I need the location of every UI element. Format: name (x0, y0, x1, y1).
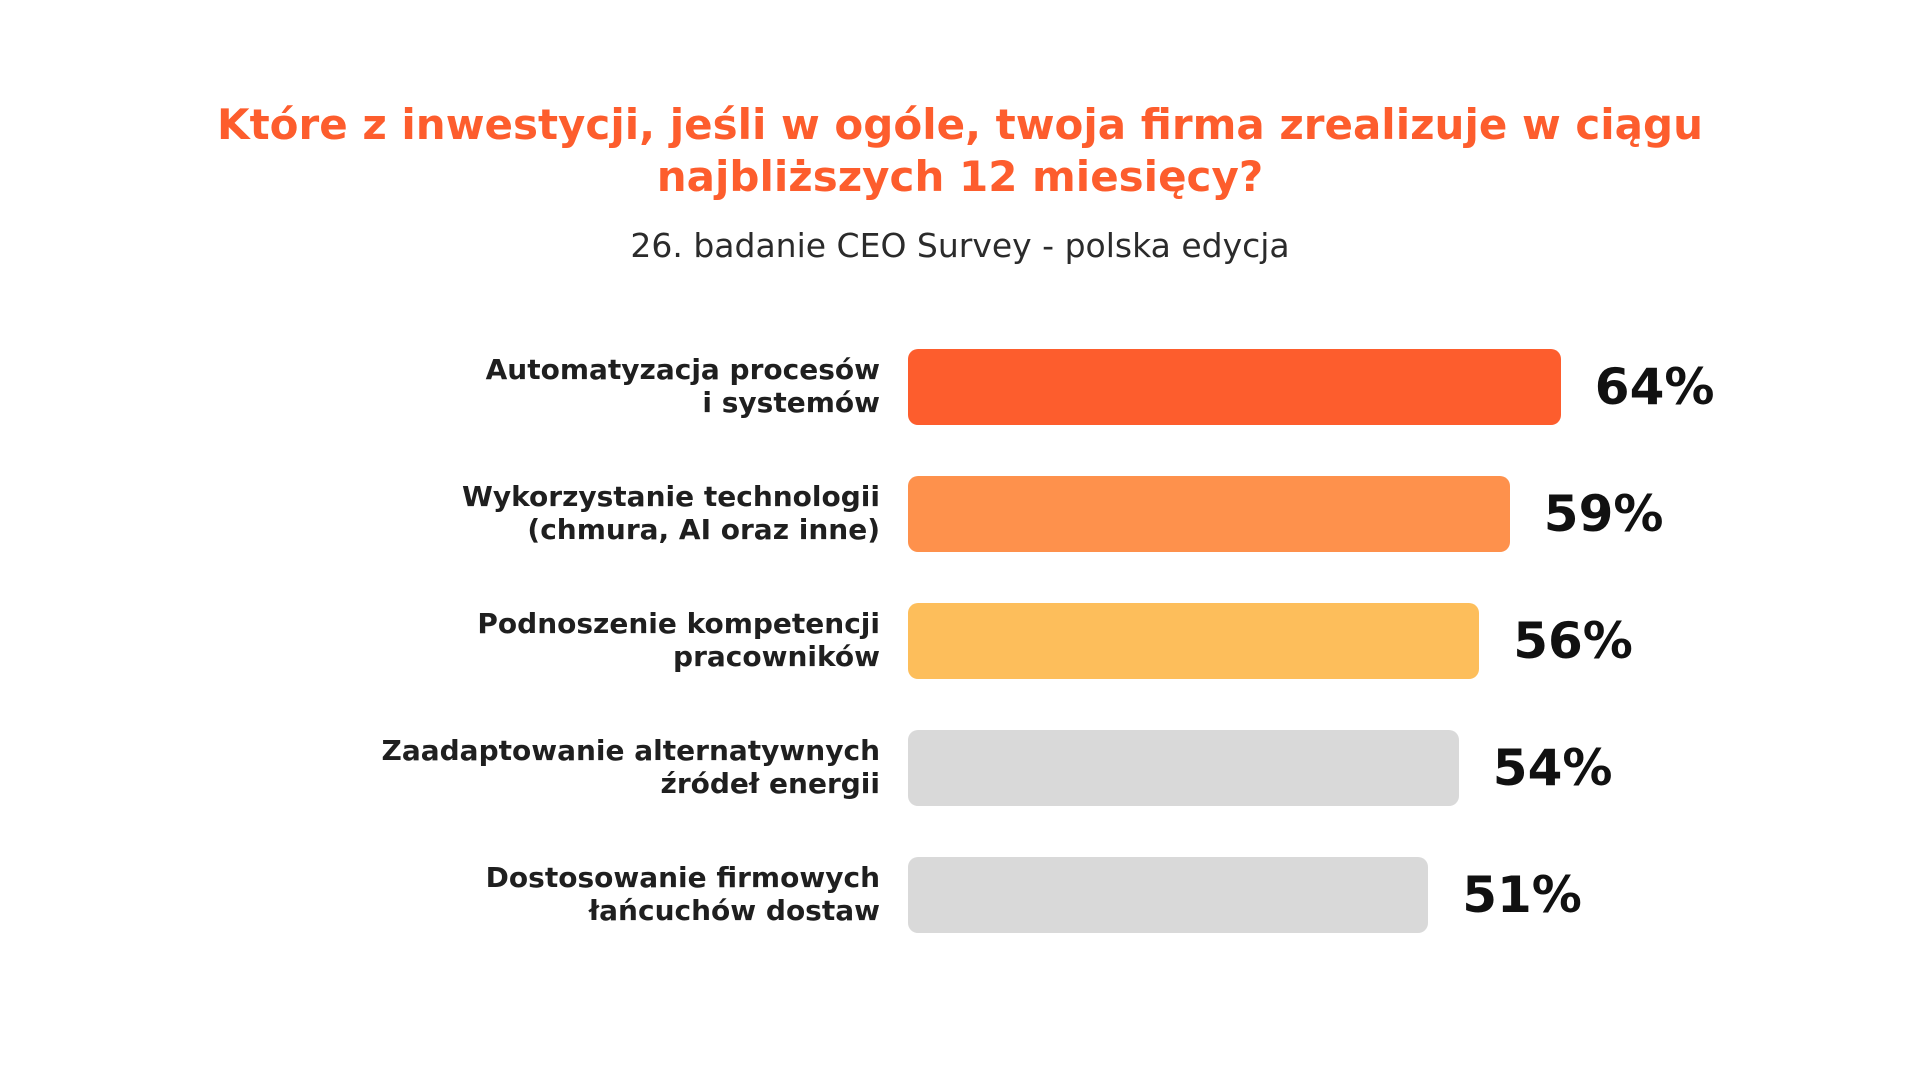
chart-title-line-2: najbliższych 12 miesięcy? (656, 152, 1264, 201)
category-label-line: Automatyzacja procesów (485, 353, 880, 386)
category-label-line: Wykorzystanie technologii (462, 480, 880, 513)
category-label-5: Dostosowanie firmowych łańcuchów dostaw (486, 861, 880, 927)
chart-title-line-1: Które z inwestycji, jeśli w ogóle, twoja… (217, 100, 1703, 149)
category-label-line: źródeł energii (660, 767, 880, 800)
bar-2 (908, 476, 1510, 552)
value-label-5: 51% (1462, 866, 1582, 924)
bar-4 (908, 730, 1459, 806)
bar-1 (908, 349, 1561, 425)
category-label-line: Podnoszenie kompetencji (477, 607, 880, 640)
category-label-4: Zaadaptowanie alternatywnych źródeł energ… (382, 734, 880, 800)
value-label-4: 54% (1492, 739, 1613, 797)
category-label-line: (chmura, AI oraz inne) (527, 513, 880, 546)
value-label-1: 64% (1594, 358, 1715, 416)
category-label-1: Automatyzacja procesów i systemów (486, 353, 880, 419)
value-label-3: 56% (1513, 612, 1633, 670)
value-label-2: 59% (1543, 485, 1664, 543)
category-label-line: pracowników (673, 640, 880, 673)
chart-subtitle: 26. badanie CEO Survey - polska edycja (630, 226, 1290, 265)
category-label-3: Podnoszenie kompetencji pracowników (477, 607, 880, 673)
bar-3 (908, 603, 1480, 679)
bar-5 (908, 857, 1429, 933)
category-label-line: i systemów (702, 386, 880, 419)
category-label-line: Zaadaptowanie alternatywnych (381, 734, 880, 767)
category-label-line: Dostosowanie firmowych (485, 861, 880, 894)
category-label-line: łańcuchów dostaw (588, 894, 880, 927)
category-label-2: Wykorzystanie technologii (chmura, AI ora… (462, 480, 880, 546)
